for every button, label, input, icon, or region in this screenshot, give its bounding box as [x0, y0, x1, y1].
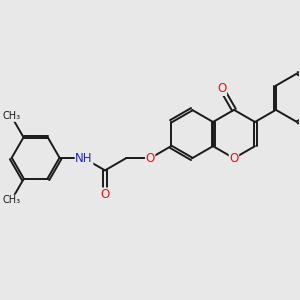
- Text: O: O: [146, 152, 155, 165]
- Text: O: O: [100, 188, 109, 201]
- Text: O: O: [230, 152, 238, 165]
- Text: NH: NH: [75, 152, 93, 165]
- Text: CH₃: CH₃: [2, 195, 20, 205]
- Text: CH₃: CH₃: [2, 111, 20, 121]
- Text: O: O: [217, 82, 226, 95]
